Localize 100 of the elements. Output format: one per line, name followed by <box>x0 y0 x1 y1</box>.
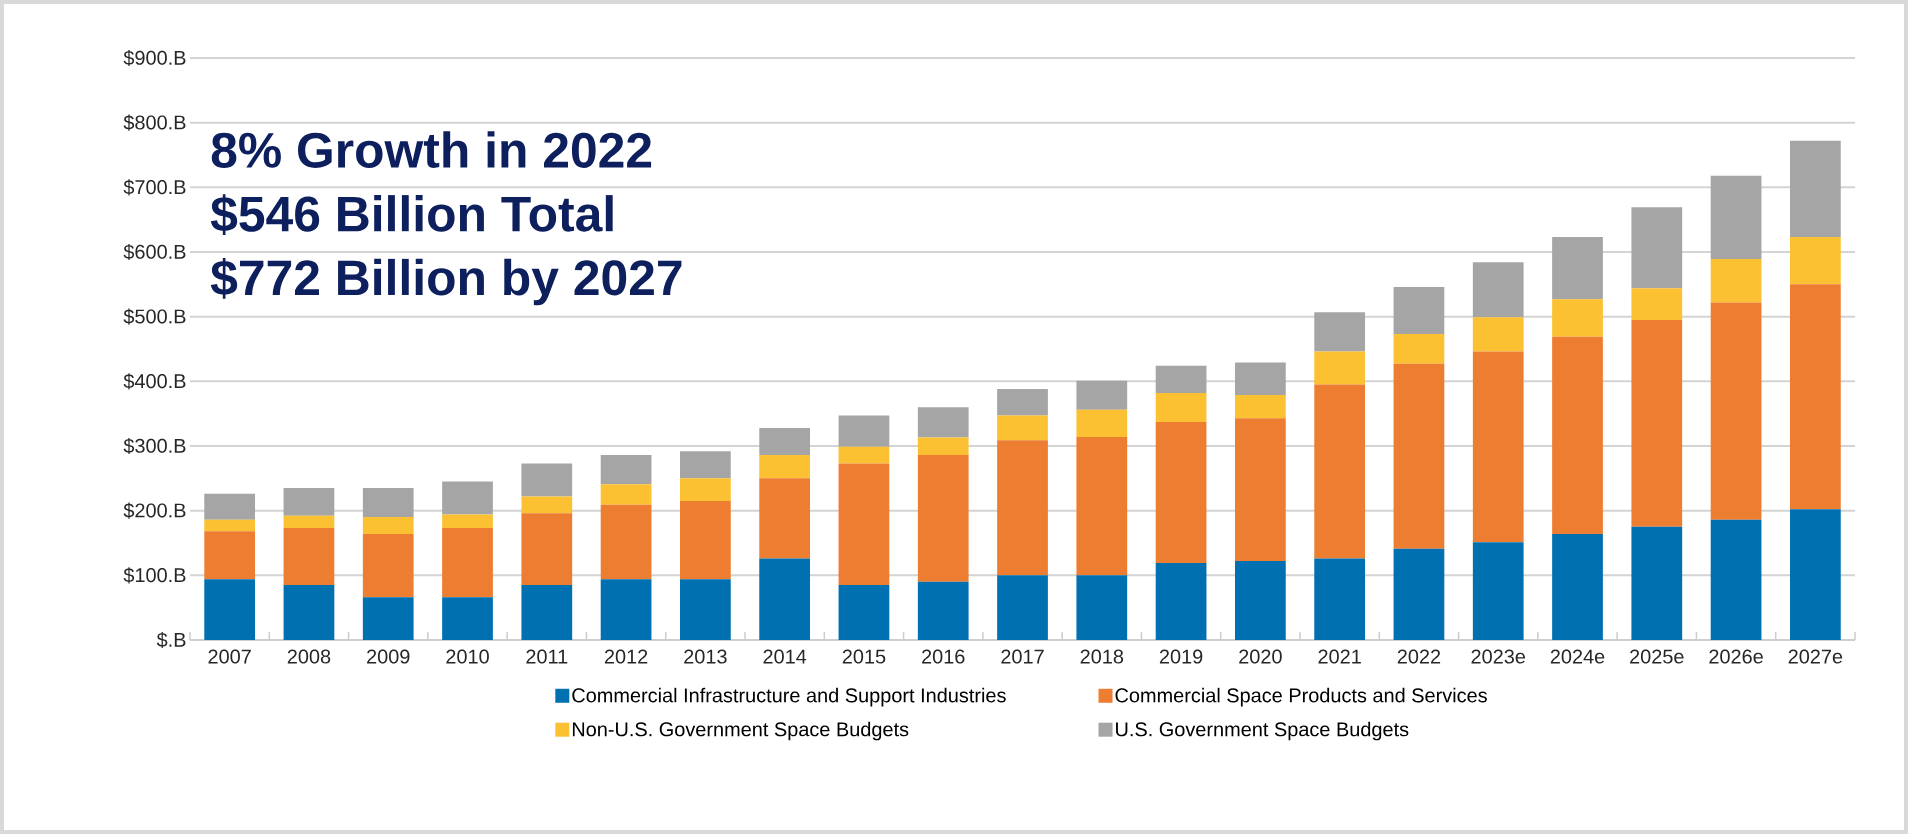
x-tick-label: 2012 <box>604 649 648 664</box>
bar <box>521 496 573 514</box>
y-tick-label: $300.B <box>123 437 186 455</box>
bar <box>1155 365 1207 393</box>
bar <box>1235 561 1286 640</box>
y-tick-label: $700.B <box>123 179 186 196</box>
bar <box>1393 334 1445 364</box>
bar <box>1552 237 1603 300</box>
bar <box>1552 336 1603 534</box>
bar <box>1631 526 1683 640</box>
bar <box>204 493 256 520</box>
bar <box>1235 418 1286 562</box>
bar <box>521 585 573 640</box>
bar <box>838 463 890 586</box>
bar <box>1393 286 1445 335</box>
annotation: $772 Billion by 2027 <box>210 258 682 306</box>
bar <box>1710 175 1762 260</box>
x-tick-label: 2013 <box>684 649 727 664</box>
bar <box>1790 284 1841 510</box>
bar <box>1314 558 1366 640</box>
x-tick-label: 2018 <box>1080 649 1124 664</box>
bar <box>442 528 493 598</box>
bar <box>204 519 256 532</box>
y-tick-label: $900.B <box>123 49 186 67</box>
bar <box>442 597 493 640</box>
bar <box>1552 533 1603 640</box>
x-tick-label: 2022 <box>1397 649 1441 664</box>
bar <box>283 585 335 640</box>
bar <box>997 440 1048 576</box>
bar <box>600 455 652 485</box>
x-tick-label: 2023e <box>1471 649 1526 664</box>
bar <box>362 488 414 518</box>
annotation: $546 Billion Total <box>210 194 613 235</box>
y-tick-label: $200.B <box>123 502 186 519</box>
bar <box>1155 563 1207 640</box>
bar <box>204 579 256 640</box>
bar <box>680 478 731 501</box>
x-tick-label: 2011 <box>526 649 568 664</box>
bar <box>838 415 890 447</box>
bar <box>1710 259 1762 303</box>
bar <box>600 484 652 505</box>
bar <box>1710 302 1762 520</box>
legend-label: Commercial Space Products and Services <box>1115 687 1487 707</box>
x-tick-label: 2017 <box>1001 649 1044 664</box>
bar <box>759 478 811 559</box>
bar <box>1472 542 1524 640</box>
bar <box>442 481 493 515</box>
bar <box>680 500 731 580</box>
bar <box>1472 262 1524 318</box>
bar <box>1155 392 1207 423</box>
bar <box>680 451 731 479</box>
bar <box>1631 207 1683 289</box>
x-tick-label: 2020 <box>1239 649 1282 664</box>
bar <box>1552 299 1603 337</box>
bar <box>1314 384 1366 559</box>
bar <box>1393 363 1445 549</box>
x-tick-label: 2027e <box>1788 649 1843 664</box>
x-tick-label: 2014 <box>763 649 807 664</box>
bar <box>1235 362 1286 395</box>
bar <box>521 513 573 586</box>
x-tick-label: 2016 <box>922 649 965 664</box>
x-tick-label: 2007 <box>208 649 251 664</box>
bar <box>997 389 1048 416</box>
bar <box>362 517 414 534</box>
bar <box>521 463 573 497</box>
bar <box>838 446 890 464</box>
bar <box>1472 351 1524 543</box>
y-tick-label: $800.B <box>123 114 186 131</box>
bar <box>362 533 414 598</box>
x-tick-label: 2025e <box>1630 649 1684 664</box>
bar <box>1631 288 1683 320</box>
bar <box>917 455 969 582</box>
legend-label: Commercial Infrastructure and Support Industries <box>572 687 1006 707</box>
bar <box>1076 575 1128 640</box>
legend-label: Non-U.S. Government Space Budgets <box>572 721 909 741</box>
x-tick-label: 2019 <box>1159 649 1203 664</box>
y-tick-label: $100.B <box>123 567 186 584</box>
x-tick-label: 2021 <box>1318 649 1361 664</box>
bar <box>917 581 969 640</box>
bar <box>759 558 811 640</box>
bar <box>997 575 1048 640</box>
bar <box>600 504 652 580</box>
legend-label: U.S. Government Space Budgets <box>1116 721 1409 741</box>
bar <box>680 579 731 640</box>
bar <box>1710 519 1762 640</box>
bar <box>1472 317 1524 352</box>
bar <box>1631 319 1683 527</box>
bar <box>997 415 1048 441</box>
y-tick-label: $500.B <box>123 308 186 325</box>
bar <box>362 597 414 640</box>
x-tick-label: 2008 <box>287 649 331 664</box>
bar <box>283 515 335 529</box>
x-tick-label: 2010 <box>446 649 489 664</box>
bar <box>1393 548 1445 640</box>
bar <box>1076 380 1128 410</box>
bar <box>1155 422 1207 564</box>
bar <box>917 407 969 438</box>
bar <box>1314 351 1366 385</box>
y-tick-label: $.B <box>156 631 186 649</box>
bar <box>283 488 335 516</box>
